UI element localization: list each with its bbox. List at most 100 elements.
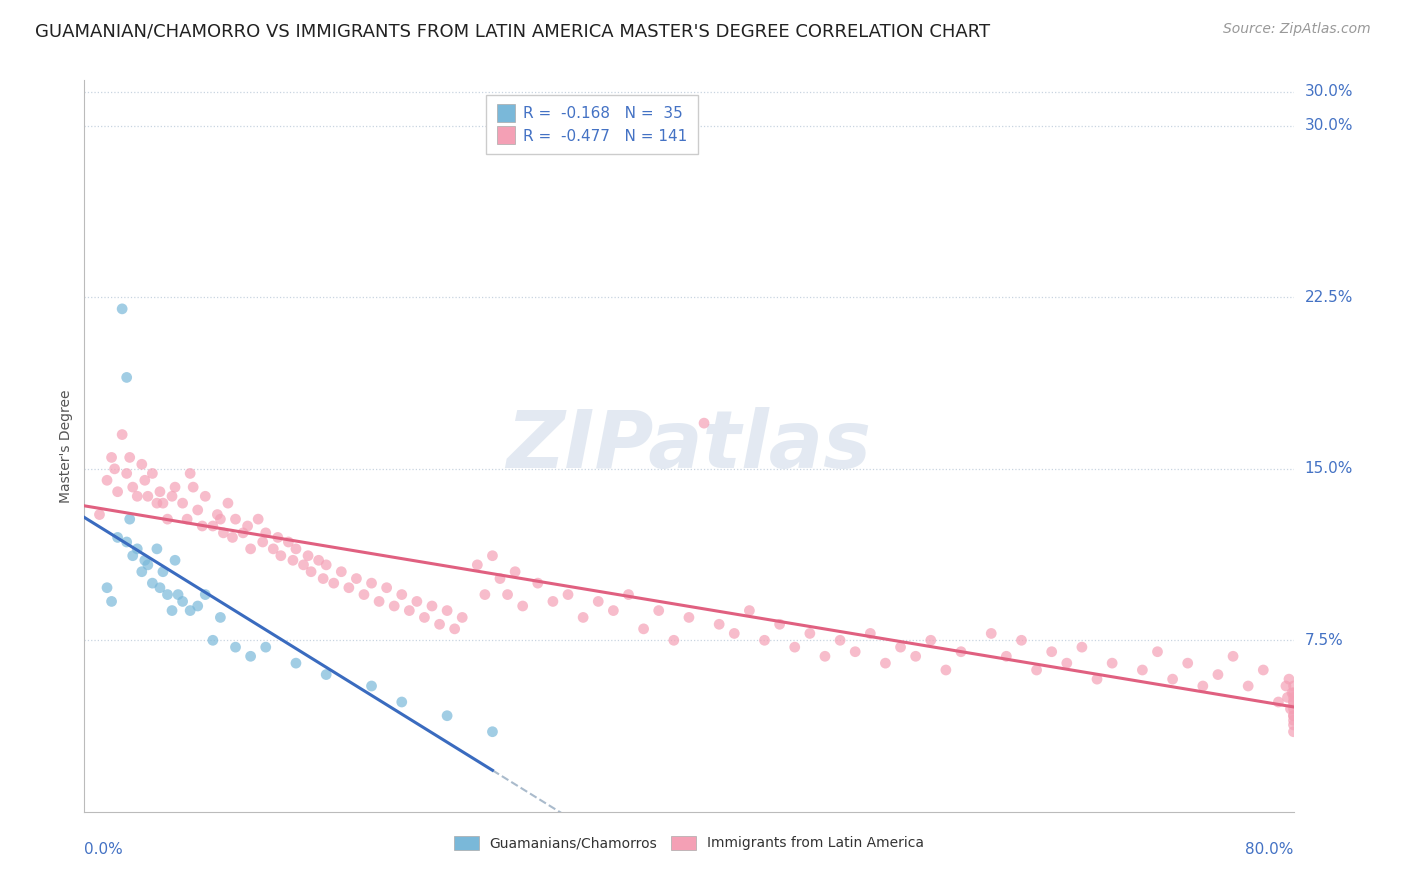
Point [121,549,143,563]
Point [541,594,564,608]
Point [1206,667,1229,681]
Point [1277,690,1299,705]
Point [285,541,308,556]
Point [89,508,111,522]
Point [1085,672,1108,686]
Point [489,572,512,586]
Point [118,512,141,526]
Point [131,458,153,472]
Point [160,604,183,618]
Point [115,370,138,384]
Point [1282,686,1305,700]
Point [572,610,595,624]
Point [152,565,174,579]
Point [678,610,700,624]
Point [136,489,159,503]
Point [315,558,337,572]
Point [360,679,382,693]
Point [1011,633,1033,648]
Text: GUAMANIAN/CHAMORRO VS IMMIGRANTS FROM LATIN AMERICA MASTER'S DEGREE CORRELATION : GUAMANIAN/CHAMORRO VS IMMIGRANTS FROM LA… [35,22,990,40]
Point [252,535,274,549]
Point [172,496,194,510]
Point [1282,695,1305,709]
Point [754,633,776,648]
Point [391,695,413,709]
Point [353,588,375,602]
Point [496,588,519,602]
Point [859,626,882,640]
Point [406,594,429,608]
Point [292,558,315,572]
Point [995,649,1018,664]
Point [844,645,866,659]
Point [503,565,526,579]
Point [239,541,262,556]
Point [267,530,290,544]
Point [1071,640,1094,655]
Point [187,503,209,517]
Point [648,604,671,618]
Point [179,467,201,481]
Point [1253,663,1275,677]
Point [167,588,190,602]
Point [814,649,837,664]
Point [723,626,745,640]
Point [1282,679,1305,693]
Point [194,588,217,602]
Text: 80.0%: 80.0% [1246,842,1294,857]
Point [100,450,122,465]
Point [312,572,335,586]
Point [1101,656,1123,670]
Point [254,525,277,540]
Point [247,512,270,526]
Point [207,508,229,522]
Point [179,604,201,618]
Point [191,519,214,533]
Point [1282,714,1305,728]
Point [935,663,957,677]
Point [633,622,655,636]
Point [769,617,792,632]
Text: ZIPatlas: ZIPatlas [506,407,872,485]
Text: 15.0%: 15.0% [1305,461,1353,476]
Point [337,581,360,595]
Point [149,581,172,595]
Point [950,645,973,659]
Point [212,525,235,540]
Point [920,633,942,648]
Point [481,724,503,739]
Point [391,588,413,602]
Point [738,604,761,618]
Point [799,626,821,640]
Point [398,604,420,618]
Point [527,576,550,591]
Point [160,489,183,503]
Point [127,489,149,503]
Point [146,496,169,510]
Point [1025,663,1047,677]
Point [111,427,134,442]
Point [297,549,319,563]
Point [299,565,322,579]
Point [512,599,534,613]
Point [662,633,685,648]
Point [980,626,1002,640]
Point [181,480,204,494]
Point [107,530,129,544]
Point [201,633,224,648]
Point [104,462,127,476]
Point [1282,690,1305,705]
Point [1040,645,1063,659]
Point [134,473,156,487]
Point [221,530,243,544]
Text: 7.5%: 7.5% [1305,632,1343,648]
Point [281,553,304,567]
Point [141,467,163,481]
Point [346,572,368,586]
Point [1267,695,1289,709]
Point [254,640,277,655]
Point [420,599,443,613]
Text: 0.0%: 0.0% [84,842,124,857]
Point [1282,724,1305,739]
Point [187,599,209,613]
